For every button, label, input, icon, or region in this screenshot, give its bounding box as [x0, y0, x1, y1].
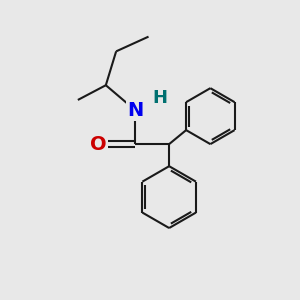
Text: O: O	[90, 135, 106, 154]
Text: H: H	[153, 89, 168, 107]
Text: N: N	[127, 101, 143, 120]
